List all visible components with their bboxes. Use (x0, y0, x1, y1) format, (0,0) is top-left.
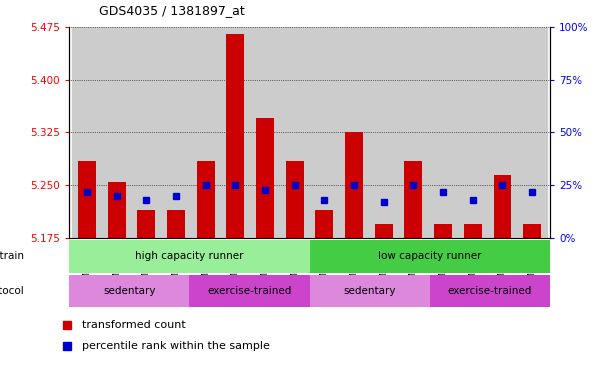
Bar (493, 175, 511, 238)
Bar (339, 27, 369, 238)
Bar (345, 132, 363, 238)
Bar (434, 224, 452, 238)
Bar (310, 275, 430, 307)
Text: transformed count: transformed count (82, 320, 186, 330)
Text: GDS4035 / 1381897_at: GDS4035 / 1381897_at (99, 4, 245, 17)
Text: low capacity runner: low capacity runner (378, 251, 481, 262)
Text: sedentary: sedentary (103, 286, 156, 296)
Text: high capacity runner: high capacity runner (135, 251, 243, 262)
Bar (404, 161, 423, 238)
Bar (227, 34, 244, 238)
Bar (250, 27, 280, 238)
Bar (430, 275, 550, 307)
Bar (285, 161, 304, 238)
Bar (221, 27, 250, 238)
Bar (256, 118, 274, 238)
Bar (197, 161, 215, 238)
Bar (458, 27, 487, 238)
Bar (517, 27, 547, 238)
Bar (72, 27, 102, 238)
Bar (429, 27, 458, 238)
Bar (189, 275, 310, 307)
Bar (369, 27, 398, 238)
Bar (375, 224, 392, 238)
Bar (69, 275, 189, 307)
Bar (398, 27, 429, 238)
Text: exercise-trained: exercise-trained (448, 286, 532, 296)
Bar (102, 27, 132, 238)
Text: protocol: protocol (0, 286, 24, 296)
Bar (487, 27, 517, 238)
Bar (138, 210, 155, 238)
Bar (108, 182, 126, 238)
Bar (316, 210, 334, 238)
Bar (69, 240, 310, 273)
Text: strain: strain (0, 251, 24, 262)
Bar (167, 210, 185, 238)
Bar (161, 27, 191, 238)
Bar (523, 224, 541, 238)
Bar (132, 27, 161, 238)
Bar (191, 27, 221, 238)
Bar (464, 224, 481, 238)
Text: sedentary: sedentary (343, 286, 396, 296)
Bar (310, 240, 550, 273)
Text: exercise-trained: exercise-trained (207, 286, 291, 296)
Text: percentile rank within the sample: percentile rank within the sample (82, 341, 270, 351)
Bar (310, 27, 339, 238)
Bar (78, 161, 96, 238)
Bar (280, 27, 310, 238)
